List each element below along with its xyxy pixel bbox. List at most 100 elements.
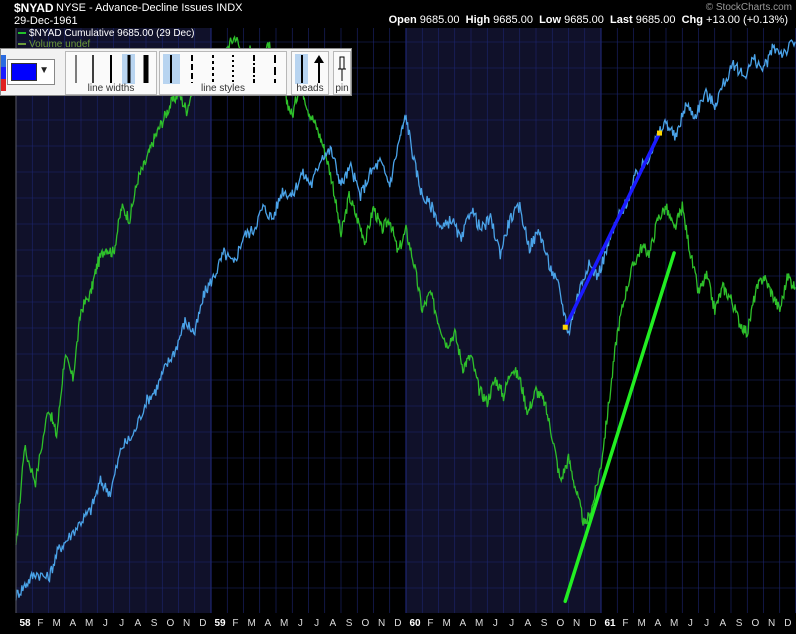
x-tick-label: J — [704, 618, 710, 629]
x-tick-label: J — [297, 618, 303, 629]
line-width-2-button[interactable] — [87, 54, 101, 84]
x-tick-label: O — [751, 618, 760, 629]
color-picker[interactable]: ▼ — [7, 59, 55, 85]
green-trendline — [563, 251, 676, 604]
chg-value: +13.00 (+0.13%) — [706, 14, 788, 26]
line-style-short-dash-button[interactable] — [204, 54, 221, 84]
legend-volume-row: Volume undef — [18, 39, 194, 50]
x-tick-label: 58 — [19, 618, 31, 629]
x-tick-label: O — [166, 618, 175, 629]
symbol-description: NYSE - Advance-Decline Issues INDX — [56, 2, 242, 14]
line-style-dot-button[interactable] — [225, 54, 242, 84]
x-tick-label: M — [669, 618, 679, 629]
x-tick-label: S — [540, 618, 548, 629]
x-tick-label: D — [199, 618, 207, 629]
x-tick-label: A — [264, 618, 272, 629]
line-width-1-button[interactable] — [69, 54, 83, 84]
x-tick-label: F — [37, 618, 44, 629]
x-tick-label: M — [279, 618, 289, 629]
x-tick-label: 59 — [214, 618, 226, 629]
x-tick-label: M — [247, 618, 256, 629]
x-tick-label: A — [719, 618, 727, 629]
volume-swatch — [18, 43, 26, 46]
head-none-button[interactable] — [295, 54, 308, 84]
x-tick-label: D — [589, 618, 597, 629]
dropdown-arrow-icon: ▼ — [39, 65, 49, 76]
arrow-up-icon[interactable] — [312, 54, 325, 84]
x-tick-label: N — [768, 618, 776, 629]
x-tick-label: M — [474, 618, 484, 629]
line-width-3-button[interactable] — [104, 54, 118, 84]
x-tick-label: A — [524, 618, 532, 629]
line-styles-group: line styles — [159, 51, 287, 95]
pin-label: pin — [335, 83, 349, 94]
x-tick-label: J — [687, 618, 693, 629]
x-tick-label: A — [329, 618, 337, 629]
legend-series-label: $NYAD Cumulative 9685.00 (29 Dec) — [29, 28, 195, 39]
x-tick-label: N — [573, 618, 581, 629]
x-tick-label: 61 — [604, 618, 616, 629]
line-style-dash-button[interactable] — [184, 54, 201, 84]
x-tick-label: F — [232, 618, 239, 629]
series-line-0 — [15, 35, 796, 546]
selected-color-swatch — [11, 63, 37, 81]
x-tick-label: M — [637, 618, 646, 629]
x-tick-label: J — [102, 618, 108, 629]
low-label: Low — [539, 14, 562, 26]
chg-label: Chg — [681, 14, 703, 26]
last-value: 9685.00 — [635, 14, 676, 26]
pin-group: pin — [333, 51, 351, 95]
x-tick-label: A — [69, 618, 77, 629]
x-tick-label: S — [345, 618, 353, 629]
watermark: © StockCharts.com — [705, 2, 792, 13]
series-line-1 — [15, 39, 796, 601]
line-style-long-dash-button[interactable] — [266, 54, 283, 84]
x-tick-label: J — [492, 618, 498, 629]
x-tick-label: A — [459, 618, 467, 629]
x-tick-label: M — [52, 618, 61, 629]
x-tick-label: M — [442, 618, 451, 629]
line-styles-label: line styles — [201, 83, 245, 94]
chart-legend: $NYAD Cumulative 9685.00 (29 Dec) Volume… — [18, 28, 194, 50]
heads-group: heads — [291, 51, 329, 95]
line-style-dash-dot-button[interactable] — [246, 54, 263, 84]
line-width-5-button[interactable] — [139, 54, 153, 84]
legend-volume-label: Volume undef — [29, 39, 91, 50]
x-tick-label: F — [427, 618, 434, 629]
x-tick-label: J — [509, 618, 515, 629]
series-swatch — [18, 32, 26, 35]
pin-icon[interactable] — [337, 54, 347, 84]
x-tick-label: 60 — [409, 618, 421, 629]
x-tick-label: O — [361, 618, 370, 629]
annotation-toolbar: ▼ line widths line styles heads — [0, 48, 352, 96]
heads-label: heads — [296, 83, 324, 94]
x-tick-label: S — [150, 618, 158, 629]
low-value: 9685.00 — [564, 14, 604, 26]
blue-trendline-handle-0 — [562, 324, 568, 330]
blue-trendline — [563, 131, 662, 329]
line-widths-group: line widths — [65, 51, 157, 95]
blue-trendline-handle-1 — [657, 130, 662, 136]
x-tick-label: M — [84, 618, 94, 629]
x-tick-label: A — [134, 618, 142, 629]
line-style-solid-button[interactable] — [163, 54, 180, 84]
x-tick-label: N — [378, 618, 386, 629]
x-tick-label: A — [654, 618, 662, 629]
open-value: 9685.00 — [419, 14, 460, 26]
high-label: High — [465, 14, 491, 26]
chart-header: $NYAD NYSE - Advance-Decline Issues INDX… — [0, 0, 796, 28]
high-value: 9685.00 — [493, 14, 533, 26]
x-tick-label: S — [735, 618, 743, 629]
last-label: Last — [610, 14, 633, 26]
line-widths-label: line widths — [87, 83, 135, 94]
x-tick-label: N — [183, 618, 191, 629]
x-tick-label: D — [394, 618, 402, 629]
description-text: NYSE - Advance-Decline Issues — [56, 2, 214, 14]
line-width-4-button[interactable] — [121, 54, 136, 84]
x-axis: 58 F M A M J J A S O N D 59 F M A M J J A S O N D 60 F M A M J J A S O N D 6… — [0, 613, 796, 634]
color-strip[interactable] — [1, 55, 6, 91]
x-tick-label: F — [622, 618, 629, 629]
date-label: 29-Dec-1961 — [14, 15, 78, 27]
open-label: Open — [388, 14, 417, 26]
